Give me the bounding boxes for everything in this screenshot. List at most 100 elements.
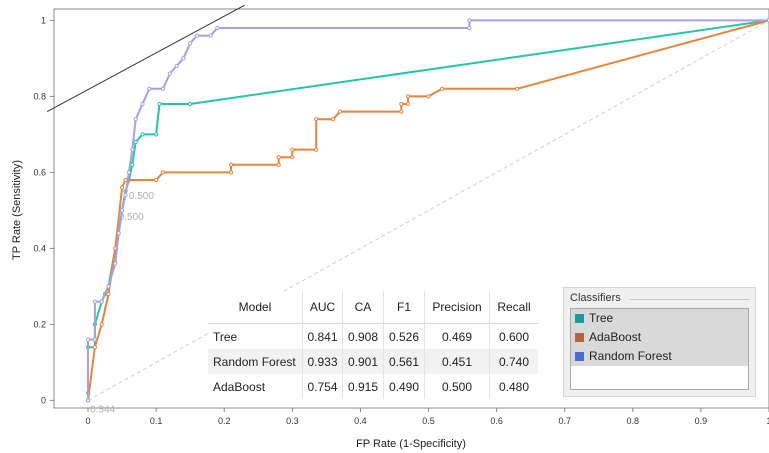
precision-cell: 0.451 [424, 349, 490, 374]
roc-point [92, 337, 97, 342]
f1-cell: 0.526 [383, 323, 425, 349]
roc-point [399, 109, 404, 114]
roc-point [119, 185, 125, 190]
roc-point [130, 147, 135, 152]
roc-point [228, 170, 234, 175]
roc-point [290, 147, 295, 152]
recall-cell: 0.480 [489, 374, 538, 399]
header-recall[interactable]: Recall [489, 291, 538, 324]
roc-point [85, 398, 91, 403]
threshold-label: 0.344 [90, 405, 115, 416]
classifier-label: Random Forest [589, 349, 672, 363]
f1-cell: 0.561 [383, 349, 425, 374]
table-row[interactable]: AdaBoost 0.754 0.915 0.490 0.500 0.480 [208, 374, 538, 399]
roc-point [116, 231, 121, 236]
ca-cell: 0.901 [342, 349, 384, 374]
roc-point [157, 101, 162, 107]
threshold-labels: 0.500 0.500 0.344 [90, 191, 154, 416]
auc-cell: 0.933 [302, 349, 343, 374]
roc-point [514, 86, 520, 91]
roc-point [399, 101, 404, 107]
roc-point [154, 132, 159, 137]
roc-point [123, 193, 128, 198]
x-tick-label: 0.9 [695, 416, 708, 426]
header-model[interactable]: Model [208, 291, 303, 324]
roc-point [331, 117, 336, 122]
classifier-label: Tree [589, 311, 614, 325]
table-header-row: Model AUC CA F1 Precision Recall [208, 291, 538, 324]
roc-point [106, 291, 111, 297]
x-tick-label: 0.2 [218, 416, 231, 426]
x-tick-label: 1 [766, 416, 769, 426]
roc-point [405, 94, 411, 99]
x-tick-label: 0.6 [490, 416, 503, 426]
table-row[interactable]: Random Forest 0.933 0.901 0.561 0.451 0.… [208, 349, 538, 374]
classifier-item-random-forest[interactable]: Random Forest [571, 347, 748, 366]
classifiers-list[interactable]: Tree AdaBoost Random Forest [570, 308, 749, 390]
header-auc[interactable]: AUC [302, 291, 343, 324]
roc-point [126, 170, 132, 175]
roc-point [276, 162, 281, 167]
adaboost-color-swatch [575, 333, 584, 342]
x-tick-label: 0.1 [150, 416, 163, 426]
roc-curves [85, 18, 769, 403]
roc-point [167, 71, 172, 76]
roc-point [119, 208, 125, 213]
precision-cell: 0.500 [424, 374, 490, 399]
roc-point [314, 117, 319, 122]
header-precision[interactable]: Precision [424, 291, 490, 324]
y-tick-label: 0.4 [33, 243, 46, 253]
auc-cell: 0.754 [302, 374, 343, 399]
roc-point [290, 155, 295, 160]
roc-point [160, 170, 166, 175]
roc-point [337, 109, 343, 114]
x-tick-label: 0.3 [286, 416, 299, 426]
x-tick-label: 0.8 [627, 416, 640, 426]
roc-point [85, 337, 91, 342]
random-forest-color-swatch [575, 352, 584, 361]
roc-point [215, 25, 220, 31]
roc-point [92, 299, 97, 304]
roc-point [160, 86, 166, 91]
y-axis-label: TP Rate (Sensitivity) [11, 160, 23, 260]
roc-point [99, 299, 104, 304]
roc-point [228, 162, 234, 167]
roc-point [188, 41, 193, 46]
roc-point [154, 177, 159, 183]
roc-point [147, 86, 152, 91]
x-axis-ticks: 0 0.1 0.2 0.3 0.4 0.5 0.6 0.7 0.8 0.9 1 [86, 408, 769, 426]
classifier-label: AdaBoost [589, 330, 642, 344]
header-ca[interactable]: CA [342, 291, 384, 324]
roc-point [314, 147, 319, 152]
threshold-label: 0.500 [129, 191, 154, 202]
roc-point [405, 101, 411, 107]
roc-point [426, 94, 431, 99]
ca-cell: 0.908 [342, 323, 384, 349]
auc-cell: 0.841 [302, 323, 343, 349]
y-tick-label: 0.8 [33, 91, 46, 101]
x-tick-label: 0.5 [422, 416, 435, 426]
roc-point [440, 86, 445, 91]
classifiers-title: Classifiers [570, 292, 625, 304]
table-row[interactable]: Tree 0.841 0.908 0.526 0.469 0.600 [208, 323, 538, 349]
series-adaboost [85, 18, 769, 403]
header-f1[interactable]: F1 [383, 291, 425, 324]
model-cell: Random Forest [208, 349, 303, 374]
recall-cell: 0.600 [489, 323, 538, 349]
roc-point [208, 33, 213, 38]
threshold-label: 0.500 [119, 212, 144, 223]
roc-point [194, 33, 200, 38]
y-axis-ticks: 0 0.2 0.4 0.6 0.8 1 [33, 15, 54, 405]
y-tick-label: 0 [41, 395, 46, 405]
classifier-item-adaboost[interactable]: AdaBoost [571, 328, 748, 347]
x-tick-label: 0 [86, 416, 91, 426]
classifier-item-tree[interactable]: Tree [571, 309, 748, 328]
roc-point [113, 261, 118, 266]
tree-color-swatch [575, 314, 584, 323]
roc-point [188, 101, 193, 107]
precision-cell: 0.469 [424, 323, 490, 349]
roc-point [133, 117, 138, 122]
roc-point [181, 56, 186, 61]
recall-cell: 0.740 [489, 349, 538, 374]
roc-point [133, 139, 138, 145]
